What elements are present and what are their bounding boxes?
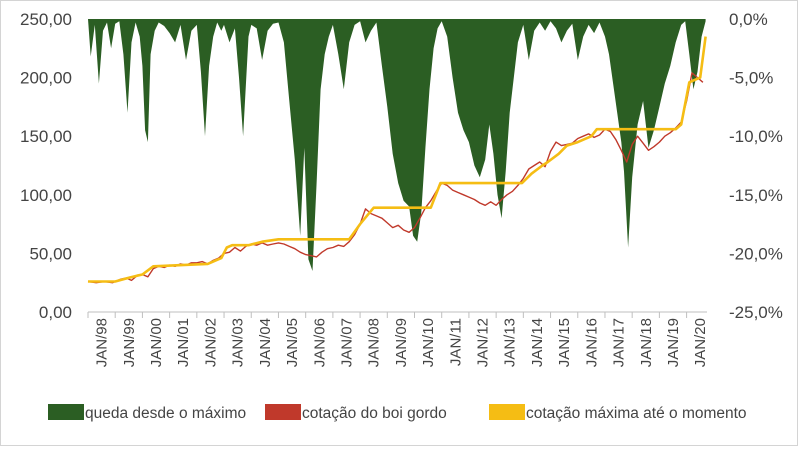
x-tick-label: JAN/05 xyxy=(284,318,301,367)
x-tick-label: JAN/15 xyxy=(556,318,573,367)
x-tick-label: JAN/01 xyxy=(175,318,192,367)
x-tick-label: JAN/04 xyxy=(257,318,274,367)
legend: queda desde o máximo cotação do boi gordo… xyxy=(48,404,747,422)
x-tick-label: JAN/17 xyxy=(611,318,628,367)
drawdown-area-layer xyxy=(88,19,706,271)
left-tick-label: 0,00 xyxy=(39,303,72,322)
right-tick-label: -15,0% xyxy=(729,186,783,205)
right-tick-label: -25,0% xyxy=(729,303,783,322)
x-tick-label: JAN/02 xyxy=(202,318,219,367)
legend-label: queda desde o máximo xyxy=(85,405,246,422)
x-tick-label: JAN/11 xyxy=(447,318,464,366)
legend-label: cotação do boi gordo xyxy=(302,405,447,422)
x-tick-label: JAN/03 xyxy=(230,318,247,367)
x-tick-label: JAN/16 xyxy=(583,318,600,367)
price-lines-layer xyxy=(87,36,707,284)
left-tick-label: 150,00 xyxy=(20,127,72,146)
x-tick-label: JAN/10 xyxy=(420,318,437,367)
x-tick-label: JAN/98 xyxy=(94,318,111,367)
left-tick-label: 50,00 xyxy=(29,244,72,263)
x-tick-label: JAN/14 xyxy=(529,318,546,367)
series-max-price-line xyxy=(88,36,707,283)
right-tick-label: -10,0% xyxy=(729,127,783,146)
legend-label: cotação máxima até o momento xyxy=(526,405,747,422)
right-tick-label: 0,0% xyxy=(729,10,768,29)
right-tick-label: -20,0% xyxy=(729,244,783,263)
x-tick-label: JAN/06 xyxy=(311,318,328,367)
x-tick-label: JAN/08 xyxy=(366,318,383,367)
right-tick-label: -5,0% xyxy=(729,69,773,88)
series-price-line xyxy=(87,72,704,284)
legend-swatch xyxy=(489,404,525,420)
legend-swatch xyxy=(265,404,301,420)
x-tick-label: JAN/19 xyxy=(665,318,682,367)
x-tick-label: JAN/09 xyxy=(393,318,410,367)
x-tick-label: JAN/07 xyxy=(339,318,356,367)
right-axis: 0,0% -5,0% -10,0% -15,0% -20,0% -25,0% xyxy=(729,10,783,322)
left-tick-label: 250,00 xyxy=(20,10,72,29)
legend-swatch xyxy=(48,404,84,420)
x-tick-label: JAN/12 xyxy=(475,318,492,367)
x-tick-label: JAN/18 xyxy=(638,318,655,367)
series-drawdown-area xyxy=(88,19,706,271)
x-tick-label: JAN/00 xyxy=(148,318,165,367)
x-tick-label: JAN/13 xyxy=(502,318,519,367)
left-tick-label: 100,00 xyxy=(20,186,72,205)
left-axis: 250,00 200,00 150,00 100,00 50,00 0,00 xyxy=(20,10,72,322)
left-tick-label: 200,00 xyxy=(20,69,72,88)
x-tick-label: JAN/20 xyxy=(692,318,709,367)
x-axis: JAN/98 JAN/99 JAN/00 JAN/01 JAN/02 JAN/03 JAN/… xyxy=(87,311,709,367)
x-tick-label: JAN/99 xyxy=(121,318,138,367)
